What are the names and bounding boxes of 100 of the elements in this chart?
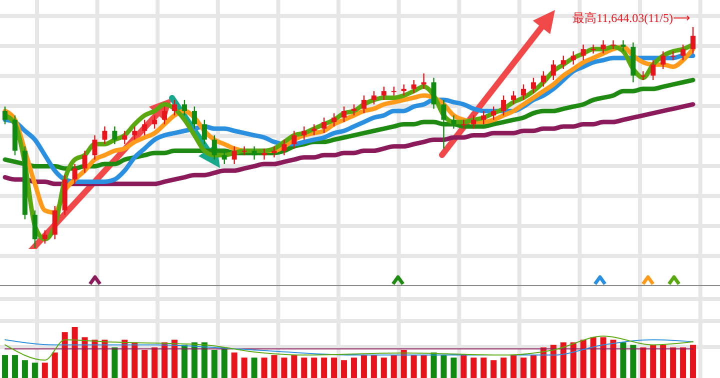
bar — [490, 360, 497, 378]
candlestick — [92, 134, 98, 160]
candlestick — [142, 119, 148, 136]
candlestick — [421, 72, 426, 90]
candlestick — [312, 124, 317, 136]
candlestick — [351, 104, 356, 116]
bar — [560, 342, 566, 378]
candlestick — [222, 150, 227, 165]
candlestick — [511, 90, 516, 105]
bar — [620, 342, 626, 378]
candlestick — [371, 90, 376, 105]
bar — [640, 347, 646, 378]
bar — [321, 358, 328, 378]
bar — [440, 355, 447, 378]
bar — [570, 342, 576, 378]
candlestick — [690, 26, 696, 54]
candlestick — [520, 84, 526, 101]
bar — [650, 344, 656, 378]
bar — [630, 344, 636, 378]
bar — [370, 355, 377, 378]
candlestick — [102, 126, 108, 145]
candlestick — [82, 150, 88, 174]
candlestick — [252, 146, 257, 160]
candlestick — [620, 40, 626, 52]
candlestick — [202, 119, 207, 145]
bar — [92, 340, 98, 378]
candlestick — [342, 106, 347, 123]
bar — [390, 355, 397, 378]
bar — [72, 327, 78, 378]
bar — [610, 340, 616, 378]
candlestick — [132, 126, 138, 140]
bar — [380, 358, 387, 378]
bar — [350, 358, 357, 378]
bar — [470, 358, 477, 378]
candlestick — [172, 99, 178, 116]
candlestick — [451, 114, 456, 130]
candlestick — [530, 77, 536, 94]
bar — [500, 358, 507, 378]
bar — [331, 358, 338, 378]
bar — [430, 352, 437, 378]
bar — [221, 347, 228, 378]
bar — [530, 355, 536, 378]
candlestick — [42, 230, 48, 244]
candlestick — [481, 110, 486, 125]
candlestick — [461, 119, 466, 130]
candlestick — [152, 114, 158, 130]
candlestick — [491, 106, 496, 120]
bar — [241, 358, 248, 378]
bar — [690, 344, 696, 378]
bar — [162, 342, 168, 378]
candlestick — [162, 106, 168, 125]
bar — [142, 350, 148, 378]
bar — [42, 362, 48, 378]
bar — [201, 342, 208, 378]
bar — [211, 350, 218, 378]
bar — [291, 355, 298, 378]
candlestick — [680, 44, 686, 61]
candlestick — [2, 106, 8, 125]
candlestick — [570, 50, 576, 66]
bar — [2, 355, 8, 378]
bar — [181, 344, 188, 378]
candlestick — [431, 77, 436, 110]
bar — [550, 344, 556, 378]
bar — [22, 360, 28, 378]
bar — [62, 332, 68, 378]
bar — [122, 340, 128, 378]
bar — [261, 358, 268, 378]
candlestick — [322, 117, 327, 134]
bar — [281, 358, 288, 378]
candlestick — [650, 60, 656, 81]
bar — [82, 337, 88, 378]
bar — [580, 340, 586, 378]
candlestick — [192, 106, 197, 130]
bar — [12, 355, 18, 378]
bar — [510, 355, 517, 378]
bar — [132, 342, 138, 378]
candlestick — [122, 130, 128, 145]
text: 最高11,644.03(11/5)⟶ — [572, 11, 690, 25]
candlestick — [72, 163, 78, 185]
candlestick — [381, 86, 386, 101]
bar — [251, 358, 258, 378]
candlestick — [660, 50, 666, 70]
candlestick — [540, 70, 546, 88]
candlestick — [471, 114, 476, 130]
candlestick — [580, 44, 586, 61]
candlestick — [600, 40, 606, 54]
bar — [191, 342, 198, 378]
candlestick — [610, 40, 616, 50]
bar — [670, 347, 676, 378]
bar — [341, 360, 348, 378]
candlestick — [501, 94, 506, 116]
candlestick — [182, 99, 187, 116]
candlestick — [332, 112, 337, 128]
candlestick — [272, 146, 277, 158]
bar — [460, 355, 467, 378]
bar — [231, 352, 238, 378]
bar — [420, 355, 427, 378]
candlestick — [401, 84, 406, 96]
candlestick — [590, 44, 596, 54]
candlestick — [361, 94, 366, 114]
